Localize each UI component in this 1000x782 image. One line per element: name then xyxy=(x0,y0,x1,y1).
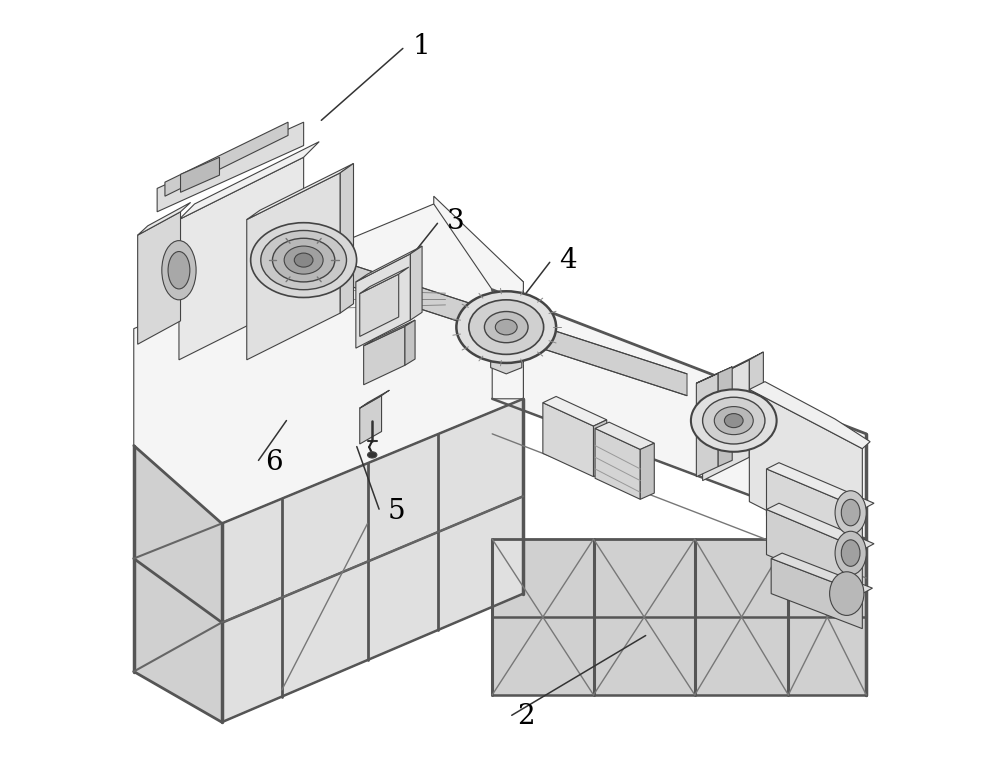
Ellipse shape xyxy=(835,531,866,575)
Text: 6: 6 xyxy=(265,449,282,476)
Polygon shape xyxy=(165,122,288,196)
Polygon shape xyxy=(595,429,640,500)
Ellipse shape xyxy=(456,291,556,363)
Polygon shape xyxy=(766,509,862,595)
Polygon shape xyxy=(138,212,181,344)
Polygon shape xyxy=(134,204,523,523)
Polygon shape xyxy=(594,420,607,477)
Polygon shape xyxy=(491,321,522,374)
Text: 4: 4 xyxy=(559,246,577,274)
Polygon shape xyxy=(492,289,866,539)
Ellipse shape xyxy=(261,231,346,289)
Text: 3: 3 xyxy=(447,208,465,235)
Ellipse shape xyxy=(495,319,517,335)
Polygon shape xyxy=(360,396,382,444)
Ellipse shape xyxy=(272,239,335,282)
Ellipse shape xyxy=(469,300,544,354)
Polygon shape xyxy=(543,396,607,426)
Polygon shape xyxy=(749,352,763,457)
Ellipse shape xyxy=(168,252,190,289)
Polygon shape xyxy=(360,274,399,336)
Polygon shape xyxy=(247,173,340,360)
Polygon shape xyxy=(492,539,866,695)
Polygon shape xyxy=(434,196,523,399)
Polygon shape xyxy=(696,373,718,477)
Polygon shape xyxy=(364,326,405,385)
Ellipse shape xyxy=(251,223,357,297)
Ellipse shape xyxy=(703,397,765,444)
Text: 1: 1 xyxy=(413,33,430,60)
Ellipse shape xyxy=(835,491,866,534)
Polygon shape xyxy=(134,446,222,722)
Polygon shape xyxy=(247,163,354,220)
Ellipse shape xyxy=(691,389,777,452)
Polygon shape xyxy=(640,443,654,500)
Polygon shape xyxy=(771,553,872,594)
Ellipse shape xyxy=(484,311,528,343)
Polygon shape xyxy=(304,249,687,396)
Polygon shape xyxy=(181,157,219,192)
Polygon shape xyxy=(595,422,654,450)
Text: 5: 5 xyxy=(388,498,405,526)
Polygon shape xyxy=(179,157,304,360)
Polygon shape xyxy=(157,122,304,212)
Ellipse shape xyxy=(714,407,753,435)
Polygon shape xyxy=(356,246,422,282)
Polygon shape xyxy=(364,320,415,346)
Polygon shape xyxy=(360,267,409,293)
Polygon shape xyxy=(703,352,763,383)
Ellipse shape xyxy=(841,540,860,566)
Text: 2: 2 xyxy=(517,703,535,730)
Ellipse shape xyxy=(724,414,743,428)
Ellipse shape xyxy=(284,246,323,274)
Polygon shape xyxy=(222,399,523,722)
Polygon shape xyxy=(543,403,594,477)
Polygon shape xyxy=(340,163,354,313)
Polygon shape xyxy=(766,463,874,509)
Polygon shape xyxy=(749,389,862,561)
Polygon shape xyxy=(749,382,870,449)
Ellipse shape xyxy=(830,572,864,615)
Polygon shape xyxy=(771,558,862,629)
Polygon shape xyxy=(179,142,319,220)
Polygon shape xyxy=(718,367,732,467)
Polygon shape xyxy=(356,254,410,348)
Polygon shape xyxy=(360,390,389,408)
Polygon shape xyxy=(696,367,732,383)
Ellipse shape xyxy=(368,452,377,458)
Polygon shape xyxy=(766,469,862,556)
Polygon shape xyxy=(766,503,874,550)
Polygon shape xyxy=(703,360,749,481)
Ellipse shape xyxy=(841,500,860,526)
Polygon shape xyxy=(405,320,415,365)
Polygon shape xyxy=(138,203,191,235)
Ellipse shape xyxy=(294,253,313,267)
Ellipse shape xyxy=(162,241,196,300)
Polygon shape xyxy=(410,246,422,320)
